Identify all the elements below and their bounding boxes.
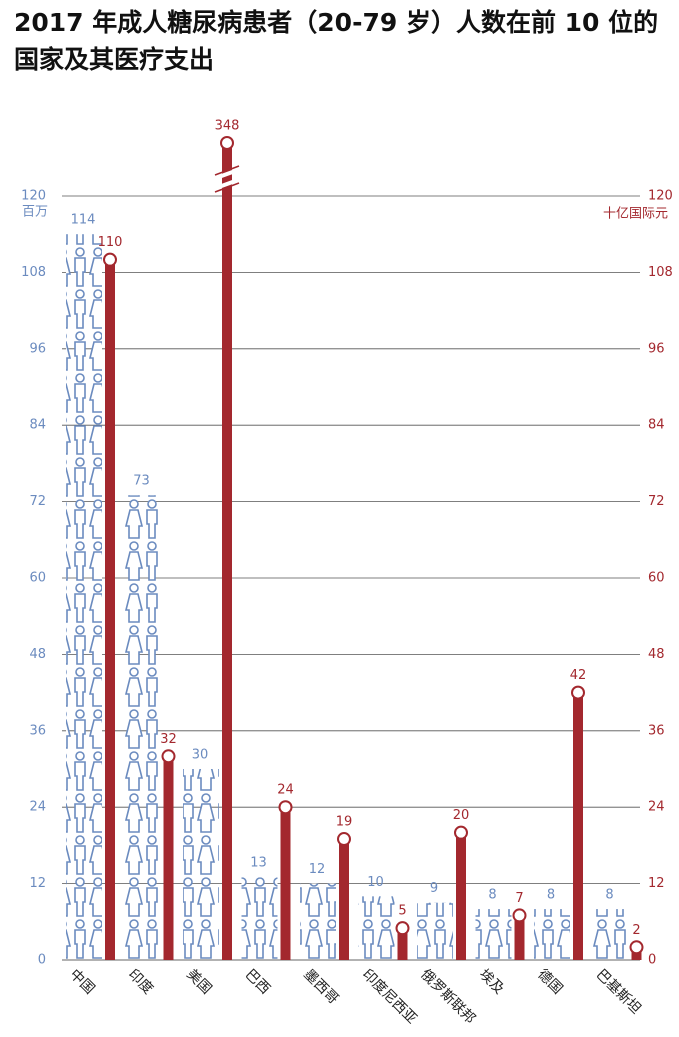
expenditure-bar <box>397 928 408 960</box>
expenditure-marker <box>395 921 410 936</box>
expenditure-marker <box>454 825 468 840</box>
y2-tick-label: 96 <box>648 341 665 356</box>
expenditure-value-label: 32 <box>160 732 177 747</box>
expenditure-marker <box>512 908 527 923</box>
people-column <box>592 909 629 960</box>
y2-tick-label: 12 <box>648 876 665 891</box>
expenditure-value-label: 42 <box>570 668 587 683</box>
people-column <box>358 896 395 960</box>
expenditure-bar <box>280 807 291 960</box>
y-tick-label: 24 <box>29 800 46 815</box>
people-value-label: 8 <box>547 888 555 903</box>
y-tick-label: 120 <box>21 189 46 204</box>
y2-tick-label: 60 <box>648 571 665 586</box>
y2-tick-label: 84 <box>648 418 665 433</box>
people-value-label: 9 <box>430 881 438 896</box>
expenditure-bar <box>339 839 349 960</box>
y-tick-label: 48 <box>29 647 46 662</box>
y-tick-label: 0 <box>38 953 46 968</box>
expenditure-value-label: 110 <box>98 235 123 250</box>
x-tick-label: 巴基斯坦 <box>593 966 645 1018</box>
expenditure-bar <box>222 143 232 960</box>
people-value-label: 114 <box>71 213 96 228</box>
x-tick-label: 墨西哥 <box>300 966 341 1007</box>
people-column <box>417 902 453 960</box>
expenditure-value-label: 5 <box>398 904 406 919</box>
expenditure-bar <box>514 915 525 960</box>
axis-break <box>214 182 240 193</box>
people-value-label: 12 <box>309 862 326 877</box>
expenditure-marker <box>571 685 585 700</box>
expenditure-value-label: 20 <box>453 808 470 823</box>
people-column <box>534 909 570 960</box>
people-column <box>241 877 278 960</box>
y2-tick-label: 0 <box>648 953 656 968</box>
expenditure-marker <box>161 749 176 764</box>
axis-break <box>214 165 240 176</box>
x-tick-label: 美国 <box>183 966 214 997</box>
expenditure-value-label: 7 <box>515 891 523 906</box>
people-column <box>475 909 512 960</box>
y2-tick-label: 120 <box>648 189 673 204</box>
y-tick-label: 12 <box>29 876 46 891</box>
y-tick-label: 96 <box>29 341 46 356</box>
expenditure-marker <box>103 252 117 267</box>
y-tick-label: 108 <box>21 265 46 280</box>
x-tick-label: 俄罗斯联邦 <box>417 966 478 1027</box>
expenditure-marker <box>337 832 351 847</box>
people-value-label: 73 <box>133 474 150 489</box>
y-tick-label: 36 <box>29 723 46 738</box>
x-tick-label: 中国 <box>66 966 97 997</box>
y2-tick-label: 108 <box>648 265 673 280</box>
expenditure-bar <box>163 756 174 960</box>
expenditure-bar <box>456 832 466 960</box>
expenditure-bar <box>105 259 115 961</box>
expenditure-marker <box>629 940 644 955</box>
x-tick-label: 巴西 <box>242 966 273 997</box>
people-value-label: 10 <box>367 875 384 890</box>
chart-title: 2017 年成人糖尿病患者（20-79 岁）人数在前 10 位的国家及其医疗支出 <box>14 8 659 74</box>
y2-tick-label: 24 <box>648 800 665 815</box>
people-column <box>300 883 336 960</box>
expenditure-marker <box>220 136 234 150</box>
axis-break <box>215 168 239 180</box>
y-tick-label: 60 <box>29 571 46 586</box>
people-column <box>183 769 219 960</box>
people-value-label: 8 <box>488 888 496 903</box>
people-column <box>124 495 161 960</box>
y-tick-label: 72 <box>29 494 46 509</box>
expenditure-value-label: 19 <box>336 815 353 830</box>
y-tick-label: 84 <box>29 418 46 433</box>
x-tick-label: 印度尼西亚 <box>359 966 420 1027</box>
expenditure-value-label: 24 <box>277 783 294 798</box>
people-value-label: 13 <box>250 856 267 871</box>
people-value-label: 30 <box>192 748 209 763</box>
expenditure-bar <box>573 692 583 960</box>
y2-tick-label: 48 <box>648 647 665 662</box>
x-tick-label: 印度 <box>125 966 156 997</box>
y2-axis-label: 十亿国际元 <box>603 207 668 222</box>
axis-break <box>215 178 239 190</box>
y2-tick-label: 72 <box>648 494 665 509</box>
people-value-label: 8 <box>605 888 613 903</box>
expenditure-value-label: 348 <box>215 119 240 134</box>
expenditure-marker <box>278 800 293 815</box>
people-column <box>66 234 102 960</box>
x-tick-label: 埃及 <box>476 966 507 997</box>
expenditure-value-label: 2 <box>632 923 640 938</box>
y2-tick-label: 36 <box>648 723 665 738</box>
y-axis-label: 百万 <box>22 205 48 220</box>
x-tick-label: 德国 <box>534 966 565 997</box>
